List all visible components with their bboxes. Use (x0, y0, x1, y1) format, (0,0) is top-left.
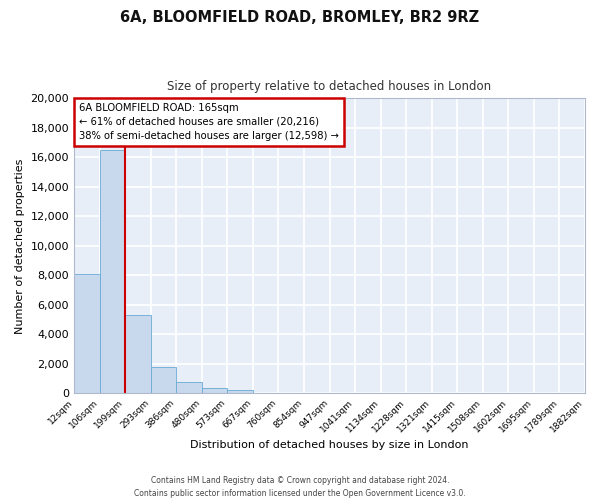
Title: Size of property relative to detached houses in London: Size of property relative to detached ho… (167, 80, 491, 93)
X-axis label: Distribution of detached houses by size in London: Distribution of detached houses by size … (190, 440, 469, 450)
Bar (125, 315, 151, 394)
Bar (227, 390, 253, 394)
Bar (151, 367, 176, 394)
Bar (100, 150, 125, 394)
Bar (74, 274, 100, 394)
Bar (176, 382, 202, 394)
Text: 6A, BLOOMFIELD ROAD, BROMLEY, BR2 9RZ: 6A, BLOOMFIELD ROAD, BROMLEY, BR2 9RZ (121, 10, 479, 25)
Text: 6A BLOOMFIELD ROAD: 165sqm
← 61% of detached houses are smaller (20,216)
38% of : 6A BLOOMFIELD ROAD: 165sqm ← 61% of deta… (79, 103, 339, 141)
Text: Contains HM Land Registry data © Crown copyright and database right 2024.
Contai: Contains HM Land Registry data © Crown c… (134, 476, 466, 498)
Y-axis label: Number of detached properties: Number of detached properties (15, 158, 25, 334)
Bar (202, 388, 227, 394)
